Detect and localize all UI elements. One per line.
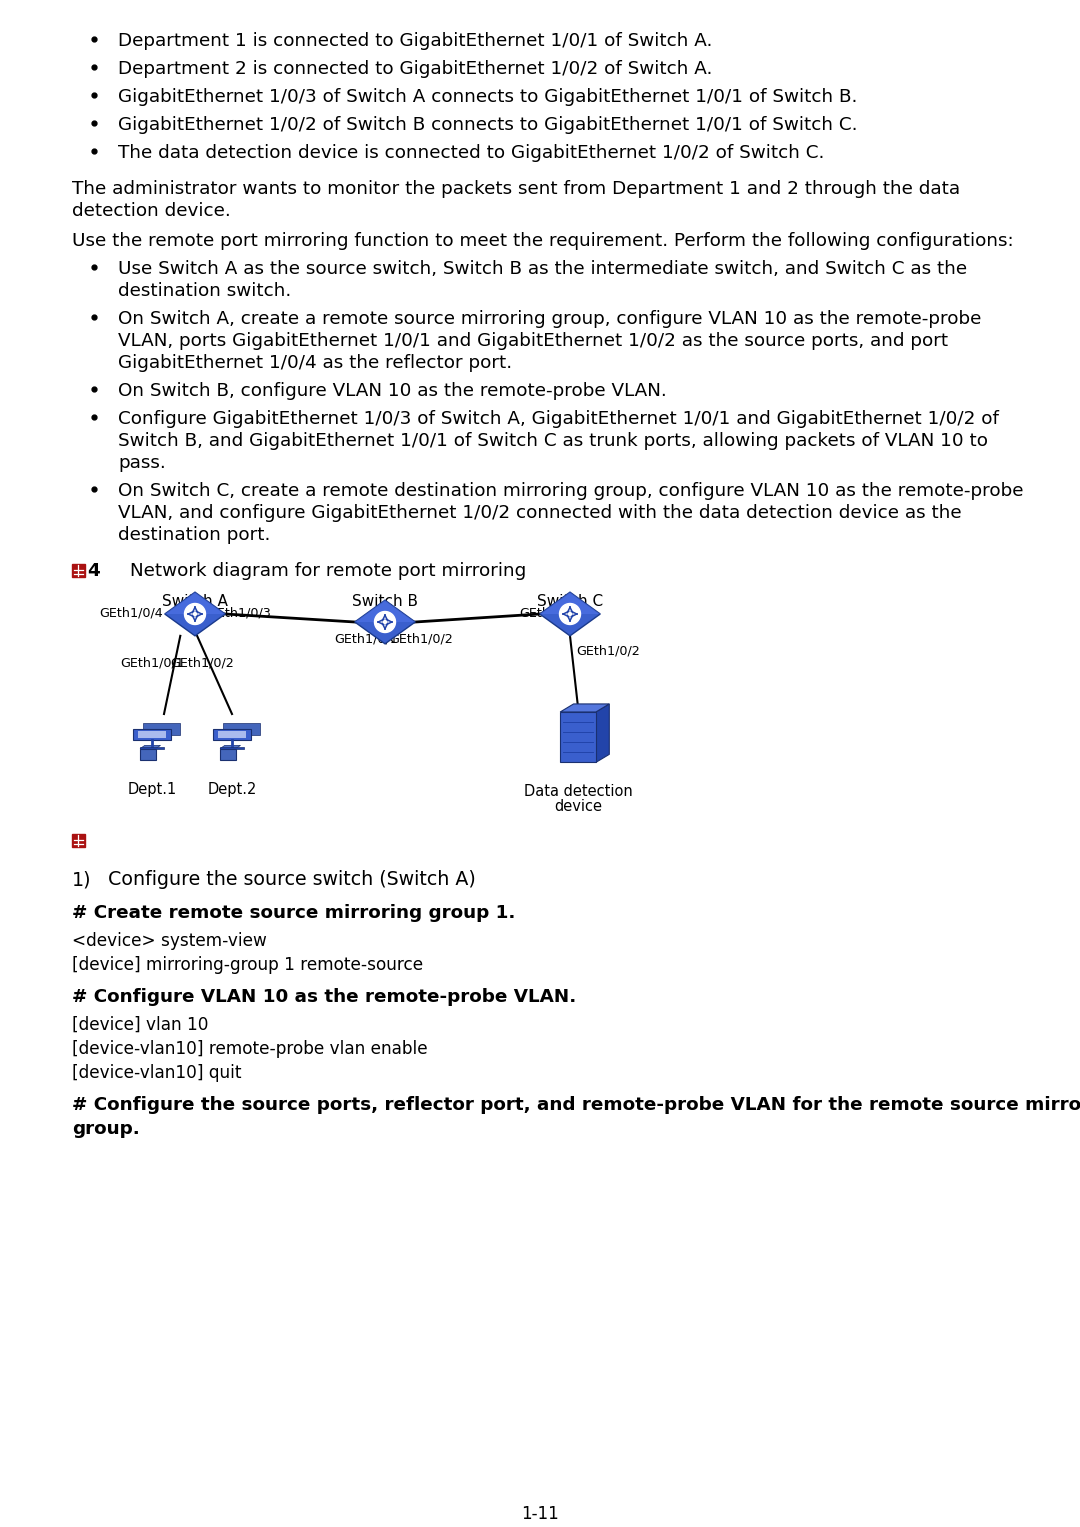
Text: # Configure the source ports, reflector port, and remote-probe VLAN for the remo: # Configure the source ports, reflector …	[72, 1096, 1080, 1115]
Text: device: device	[554, 799, 602, 814]
Text: Department 1 is connected to GigabitEthernet 1/0/1 of Switch A.: Department 1 is connected to GigabitEthe…	[118, 32, 713, 50]
Text: The data detection device is connected to GigabitEthernet 1/0/2 of Switch C.: The data detection device is connected t…	[118, 144, 824, 162]
Text: The administrator wants to monitor the packets sent from Department 1 and 2 thro: The administrator wants to monitor the p…	[72, 180, 960, 199]
Text: [device-vlan10] remote-probe vlan enable: [device-vlan10] remote-probe vlan enable	[72, 1040, 428, 1058]
Text: [device] mirroring-group 1 remote-source: [device] mirroring-group 1 remote-source	[72, 956, 423, 974]
Text: GEth1/0/1: GEth1/0/1	[519, 606, 583, 618]
Text: Configure the source switch (Switch A): Configure the source switch (Switch A)	[108, 870, 476, 889]
Text: 1-11: 1-11	[522, 1506, 558, 1522]
Text: GEth1/0/2: GEth1/0/2	[576, 644, 639, 657]
Polygon shape	[165, 592, 226, 635]
Circle shape	[185, 603, 205, 625]
Polygon shape	[165, 592, 226, 614]
Text: Switch C: Switch C	[537, 594, 603, 609]
Polygon shape	[220, 748, 235, 760]
Text: On Switch B, configure VLAN 10 as the remote-probe VLAN.: On Switch B, configure VLAN 10 as the re…	[118, 382, 666, 400]
Text: detection device.: detection device.	[72, 202, 231, 220]
Text: On Switch C, create a remote destination mirroring group, configure VLAN 10 as t: On Switch C, create a remote destination…	[118, 483, 1024, 499]
Text: 1): 1)	[72, 870, 92, 889]
Text: Use Switch A as the source switch, Switch B as the intermediate switch, and Swit: Use Switch A as the source switch, Switc…	[118, 260, 967, 278]
Text: Configure GigabitEthernet 1/0/3 of Switch A, GigabitEthernet 1/0/1 and GigabitEt: Configure GigabitEthernet 1/0/3 of Switc…	[118, 411, 999, 428]
Polygon shape	[540, 592, 600, 635]
Polygon shape	[354, 600, 415, 644]
Polygon shape	[220, 747, 244, 748]
Polygon shape	[133, 728, 171, 741]
Text: Department 2 is connected to GigabitEthernet 1/0/2 of Switch A.: Department 2 is connected to GigabitEthe…	[118, 60, 713, 78]
Text: Switch B: Switch B	[352, 594, 418, 609]
Polygon shape	[540, 592, 600, 614]
Polygon shape	[561, 712, 596, 762]
Text: [device] vlan 10: [device] vlan 10	[72, 1015, 208, 1034]
Text: Network diagram for remote port mirroring: Network diagram for remote port mirrorin…	[130, 562, 526, 580]
FancyBboxPatch shape	[72, 563, 85, 577]
Polygon shape	[140, 745, 161, 748]
Circle shape	[375, 611, 395, 632]
Text: Switch B, and GigabitEthernet 1/0/1 of Switch C as trunk ports, allowing packets: Switch B, and GigabitEthernet 1/0/1 of S…	[118, 432, 988, 450]
Text: Dept.2: Dept.2	[207, 782, 257, 797]
Text: Data detection: Data detection	[524, 783, 633, 799]
Text: destination switch.: destination switch.	[118, 282, 292, 299]
Text: [device-vlan10] quit: [device-vlan10] quit	[72, 1064, 242, 1083]
Polygon shape	[222, 724, 260, 734]
Text: GEth1/0/1: GEth1/0/1	[120, 657, 184, 670]
Text: Switch A: Switch A	[162, 594, 228, 609]
Text: Use the remote port mirroring function to meet the requirement. Perform the foll: Use the remote port mirroring function t…	[72, 232, 1014, 250]
Text: GigabitEthernet 1/0/2 of Switch B connects to GigabitEthernet 1/0/1 of Switch C.: GigabitEthernet 1/0/2 of Switch B connec…	[118, 116, 858, 134]
Text: group.: group.	[72, 1119, 139, 1138]
Text: VLAN, ports GigabitEthernet 1/0/1 and GigabitEthernet 1/0/2 as the source ports,: VLAN, ports GigabitEthernet 1/0/1 and Gi…	[118, 331, 948, 350]
Text: GEth1/0/3: GEth1/0/3	[207, 606, 271, 618]
Text: Dept.1: Dept.1	[127, 782, 177, 797]
Polygon shape	[218, 731, 246, 738]
Text: # Create remote source mirroring group 1.: # Create remote source mirroring group 1…	[72, 904, 515, 922]
Text: GigabitEthernet 1/0/3 of Switch A connects to GigabitEthernet 1/0/1 of Switch B.: GigabitEthernet 1/0/3 of Switch A connec…	[118, 89, 858, 105]
FancyBboxPatch shape	[72, 834, 85, 847]
Polygon shape	[143, 724, 180, 734]
Text: VLAN, and configure GigabitEthernet 1/0/2 connected with the data detection devi: VLAN, and configure GigabitEthernet 1/0/…	[118, 504, 961, 522]
Polygon shape	[596, 704, 609, 762]
Polygon shape	[354, 600, 415, 621]
Polygon shape	[140, 747, 164, 748]
Polygon shape	[138, 731, 166, 738]
Text: GigabitEthernet 1/0/4 as the reflector port.: GigabitEthernet 1/0/4 as the reflector p…	[118, 354, 512, 373]
Text: 4: 4	[87, 562, 99, 580]
Text: destination port.: destination port.	[118, 525, 270, 544]
Text: GEth1/0/2: GEth1/0/2	[170, 657, 233, 670]
Polygon shape	[140, 748, 156, 760]
Text: On Switch A, create a remote source mirroring group, configure VLAN 10 as the re: On Switch A, create a remote source mirr…	[118, 310, 982, 328]
Polygon shape	[220, 745, 241, 748]
Text: GEth1/0/1: GEth1/0/1	[335, 632, 399, 644]
Text: # Configure VLAN 10 as the remote-probe VLAN.: # Configure VLAN 10 as the remote-probe …	[72, 988, 577, 1006]
Text: GEth1/0/2: GEth1/0/2	[389, 632, 453, 644]
Text: GEth1/0/4: GEth1/0/4	[99, 606, 163, 618]
Polygon shape	[561, 704, 609, 712]
Text: <device> system-view: <device> system-view	[72, 931, 267, 950]
Circle shape	[559, 603, 581, 625]
Text: pass.: pass.	[118, 454, 165, 472]
Polygon shape	[214, 728, 251, 741]
